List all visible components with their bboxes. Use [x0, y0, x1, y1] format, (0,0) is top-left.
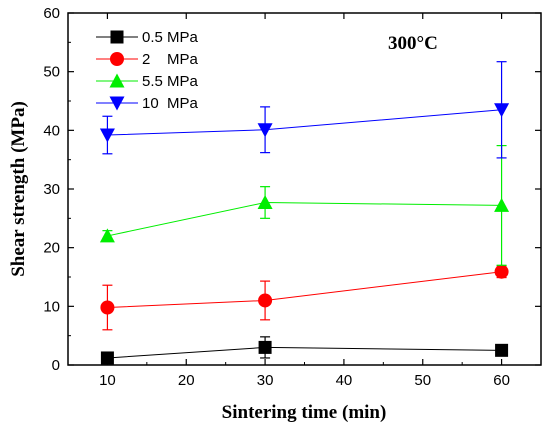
series [100, 264, 509, 331]
data-point [258, 293, 273, 308]
legend-label: 2 MPa [142, 51, 199, 68]
legend-label: 0.5 MPa [142, 29, 199, 46]
y-axis-title: Shear strength (MPa) [8, 101, 29, 277]
data-point [495, 343, 509, 357]
data-point [100, 300, 115, 315]
series-line [107, 201, 502, 237]
series-line [107, 109, 502, 136]
legend-item: 2 MPa [96, 51, 199, 68]
legend-label: 10 MPa [142, 95, 199, 112]
legend-label: 5.5 MPa [142, 73, 199, 90]
data-point [257, 194, 273, 209]
y-tick-label: 30 [43, 181, 60, 198]
plot-frame [67, 12, 542, 366]
legend-marker [110, 52, 124, 66]
y-tick-label: 0 [52, 357, 60, 374]
y-tick-label: 40 [43, 122, 60, 139]
data-point [494, 197, 510, 212]
data-point [258, 340, 272, 354]
series [100, 336, 509, 365]
y-tick-label: 10 [43, 298, 60, 315]
legend-marker [109, 73, 125, 88]
data-point [494, 264, 509, 279]
series [99, 61, 510, 159]
series-line [107, 346, 502, 359]
data-series [99, 61, 510, 365]
data-point [257, 123, 273, 138]
data-point [99, 228, 115, 243]
legend-item: 0.5 MPa [96, 29, 199, 46]
data-point [99, 128, 115, 143]
x-tick-label: 50 [414, 372, 431, 389]
temperature-annotation: 300°C [388, 33, 438, 54]
legend-item: 10 MPa [96, 95, 199, 112]
x-tick-label: 20 [178, 372, 195, 389]
axis-ticks: 10 20 30 40 50 60 0 10 20 30 40 50 60 [43, 5, 541, 389]
legend-marker [110, 30, 124, 44]
y-tick-label: 20 [43, 240, 60, 257]
legend-marker [109, 96, 125, 111]
legend-item: 5.5 MPa [96, 73, 199, 90]
data-point [494, 103, 510, 118]
series [99, 144, 510, 266]
x-tick-label: 30 [257, 372, 274, 389]
x-axis-title: Sintering time (min) [222, 402, 387, 423]
y-tick-label: 50 [43, 64, 60, 81]
legend: 0.5 MPa 2 MPa 5.5 MPa 10 MPa [96, 29, 199, 112]
x-tick-label: 40 [336, 372, 353, 389]
x-tick-label: 60 [493, 372, 510, 389]
y-tick-label: 60 [43, 5, 60, 22]
x-tick-label: 10 [99, 372, 116, 389]
data-point [100, 351, 114, 365]
series-line [107, 271, 502, 309]
